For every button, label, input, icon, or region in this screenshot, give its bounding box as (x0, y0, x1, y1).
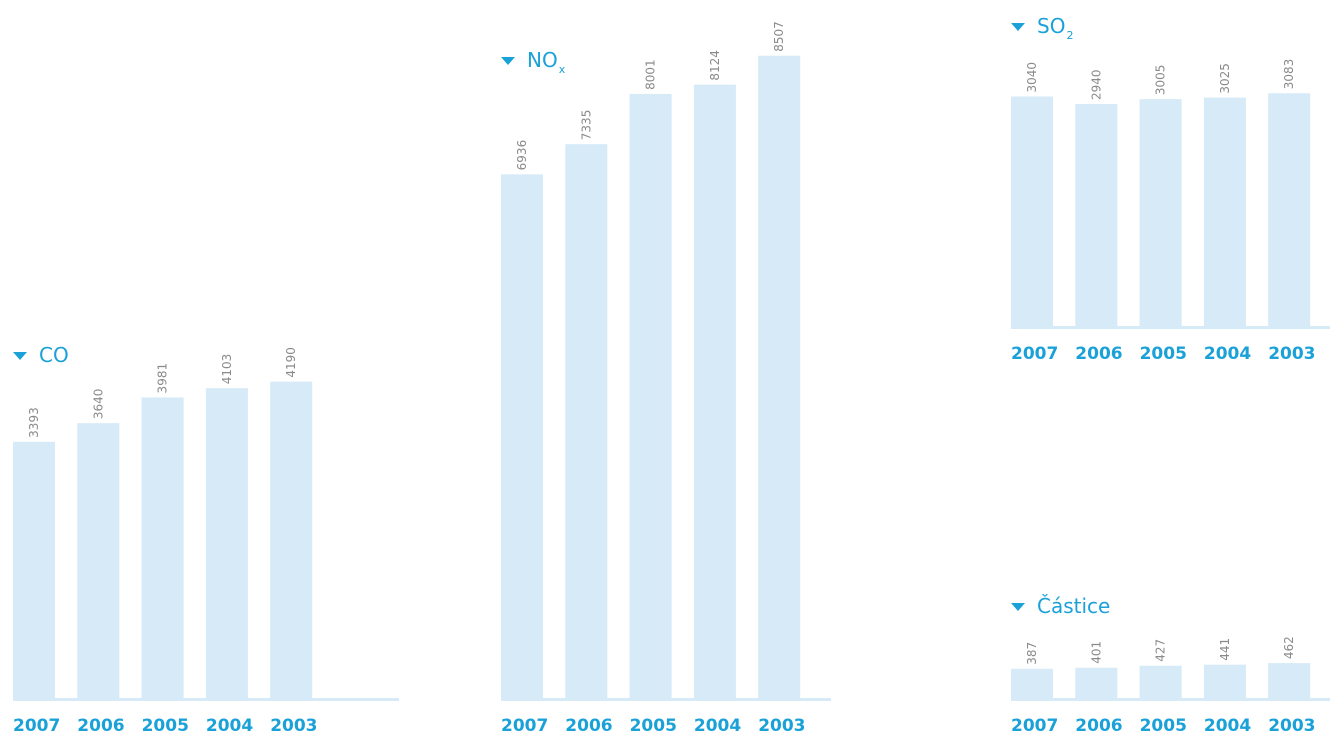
value-label: 4103 (220, 354, 234, 385)
value-label: 8001 (644, 59, 658, 90)
bar-2007 (1011, 96, 1053, 326)
bar-2004 (205, 388, 248, 698)
bar-2006 (1075, 104, 1118, 326)
bar-2006 (1075, 667, 1118, 698)
bar-2007 (501, 174, 543, 698)
year-label: 2005 (1140, 344, 1187, 364)
triangle-marker-icon (501, 57, 515, 65)
value-label: 3640 (91, 389, 105, 420)
bar-2005 (1139, 99, 1182, 326)
year-label: 2006 (1075, 344, 1122, 364)
year-label: 2004 (1204, 344, 1251, 364)
year-label: 2006 (565, 716, 612, 736)
value-label: 387 (1025, 642, 1039, 665)
chart-baseline (13, 698, 399, 701)
chart-baseline (1011, 698, 1330, 701)
value-label: 427 (1154, 639, 1168, 662)
bar-2004 (1203, 664, 1246, 698)
bar-2005 (141, 397, 184, 698)
bar-2003 (270, 381, 313, 698)
year-label: 2005 (630, 716, 677, 736)
chart-2: SO2 3040 2007 2940 2006 3005 2005 3025 2004 3083 2… (1011, 14, 1330, 364)
value-label: 441 (1218, 638, 1232, 661)
bar-2006 (565, 144, 608, 698)
year-label: 2004 (1204, 716, 1251, 736)
year-label: 2003 (758, 716, 805, 736)
bar-2007 (13, 441, 55, 698)
bar-2003 (758, 55, 801, 699)
chart-title: Částice (1037, 594, 1110, 618)
bar-2005 (629, 93, 672, 698)
chart-title: NOx (527, 48, 566, 76)
value-label: 3040 (1025, 62, 1039, 93)
year-label: 2003 (1268, 716, 1315, 736)
year-label: 2006 (77, 716, 124, 736)
chart-title: CO (39, 343, 69, 367)
triangle-marker-icon (13, 352, 27, 360)
value-label: 7335 (579, 110, 593, 141)
value-label: 3393 (27, 407, 41, 438)
value-label: 462 (1282, 636, 1296, 659)
value-label: 8507 (772, 21, 786, 52)
year-label: 2005 (142, 716, 189, 736)
value-label: 3025 (1218, 63, 1232, 94)
chart-3: Částice 387 2007 401 2006 427 2005 441 2004 462 20… (1011, 594, 1330, 736)
chart-baseline (501, 698, 831, 701)
year-label: 2004 (694, 716, 741, 736)
chart-baseline (1011, 326, 1330, 329)
triangle-marker-icon (1011, 603, 1025, 611)
chart-1: NOx 6936 2007 7335 2006 8001 2005 8124 2004 8507 2… (501, 21, 831, 736)
value-label: 2940 (1089, 69, 1103, 100)
value-label: 6936 (515, 140, 529, 171)
year-label: 2004 (206, 716, 253, 736)
value-label: 8124 (708, 50, 722, 81)
year-label: 2006 (1075, 716, 1122, 736)
year-label: 2007 (501, 716, 548, 736)
bar-2003 (1268, 663, 1311, 698)
bar-2003 (1268, 93, 1311, 327)
bar-2006 (77, 423, 120, 698)
triangle-marker-icon (1011, 23, 1025, 31)
year-label: 2005 (1140, 716, 1187, 736)
bar-2005 (1139, 665, 1182, 698)
bar-2004 (693, 84, 736, 698)
chart-title: SO2 (1037, 14, 1073, 42)
value-label: 3005 (1154, 65, 1168, 96)
value-label: 401 (1089, 641, 1103, 664)
year-label: 2003 (1268, 344, 1315, 364)
value-label: 3083 (1282, 59, 1296, 90)
bar-2004 (1203, 97, 1246, 326)
value-label: 3981 (156, 363, 170, 394)
chart-0: CO 3393 2007 3640 2006 3981 2005 4103 2004 4190 20… (13, 343, 399, 736)
year-label: 2007 (1011, 716, 1058, 736)
year-label: 2003 (270, 716, 317, 736)
year-label: 2007 (13, 716, 60, 736)
bar-2007 (1011, 668, 1053, 698)
year-label: 2007 (1011, 344, 1058, 364)
value-label: 4190 (284, 347, 298, 378)
